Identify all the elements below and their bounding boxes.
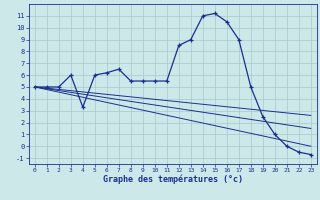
X-axis label: Graphe des températures (°c): Graphe des températures (°c) <box>103 175 243 184</box>
